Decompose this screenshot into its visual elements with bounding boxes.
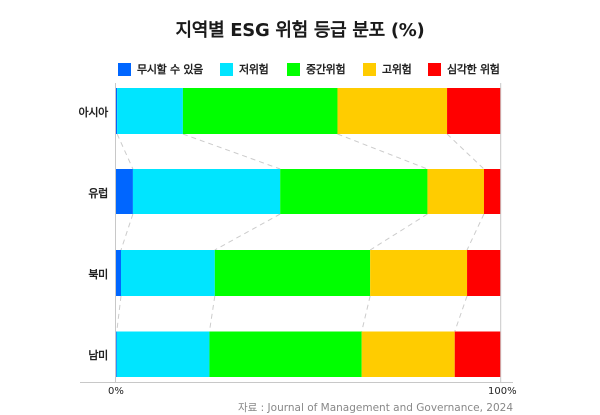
bar-segment	[467, 250, 501, 296]
bar-segment	[182, 88, 338, 134]
legend-swatch-severe	[428, 62, 441, 76]
bar-segment	[209, 331, 362, 377]
legend-item-negligible: 무시할 수 있음	[118, 61, 203, 77]
bar-segment	[214, 250, 371, 296]
bar-segment	[116, 250, 121, 296]
connector-line	[466, 213, 485, 251]
legend-item-low: 저위험	[220, 61, 269, 77]
connector-line	[116, 295, 122, 332]
connector-line	[116, 133, 134, 170]
legend-swatch-medium	[287, 62, 300, 76]
chart-title: 지역별 ESG 위험 등급 분포 (%)	[175, 20, 425, 41]
bar-segment	[361, 331, 455, 377]
bar-segment	[116, 169, 133, 214]
bar-segment	[117, 88, 183, 134]
y-label-south-america: 남미	[88, 349, 108, 362]
connector-line	[446, 133, 485, 170]
source-note: 자료 : Journal of Management and Governanc…	[238, 402, 513, 414]
bar-segment	[427, 169, 484, 214]
connector-line	[361, 295, 371, 332]
connector-line	[337, 133, 428, 170]
connector-line	[120, 213, 134, 251]
y-label-asia: 아시아	[78, 106, 109, 119]
legend: 무시할 수 있음 저위험 중간위험 고위험 심각한 위험	[0, 61, 600, 77]
x-tick-0: 0%	[108, 386, 124, 397]
bar-row	[116, 88, 501, 134]
legend-label: 무시할 수 있음	[137, 63, 203, 76]
bar-segment	[483, 169, 501, 214]
connector-line	[182, 133, 281, 170]
legend-label: 고위험	[382, 63, 412, 76]
bar-segment	[116, 331, 210, 377]
legend-item-medium: 중간위험	[287, 61, 346, 77]
y-label-north-america: 북미	[88, 268, 108, 281]
connector-line	[214, 213, 281, 251]
bar-segment	[120, 250, 215, 296]
legend-item-high: 고위험	[363, 61, 412, 77]
bar-segment	[116, 331, 117, 377]
connector-line	[208, 295, 216, 332]
bars	[116, 88, 501, 377]
connector-lines	[116, 133, 485, 332]
legend-swatch-low	[220, 62, 233, 76]
bar-segment	[116, 88, 118, 134]
bar-segment	[447, 88, 501, 134]
x-tick-100: 100%	[488, 386, 517, 397]
legend-label: 심각한 위험	[447, 63, 500, 76]
bar-row	[116, 250, 501, 296]
bar-segment	[337, 88, 448, 134]
legend-label: 중간위험	[306, 63, 346, 76]
bar-segment	[132, 169, 281, 214]
connector-line	[454, 295, 468, 332]
legend-swatch-negligible	[118, 62, 131, 76]
legend-label: 저위험	[239, 63, 269, 76]
bar-segment	[454, 331, 501, 377]
bar-row	[116, 169, 501, 214]
bar-segment	[280, 169, 428, 214]
connector-line	[369, 213, 428, 251]
bar-segment	[370, 250, 468, 296]
legend-item-severe: 심각한 위험	[428, 61, 500, 77]
legend-swatch-high	[363, 62, 376, 76]
y-label-europe: 유럽	[88, 187, 108, 200]
bar-row	[116, 331, 501, 377]
